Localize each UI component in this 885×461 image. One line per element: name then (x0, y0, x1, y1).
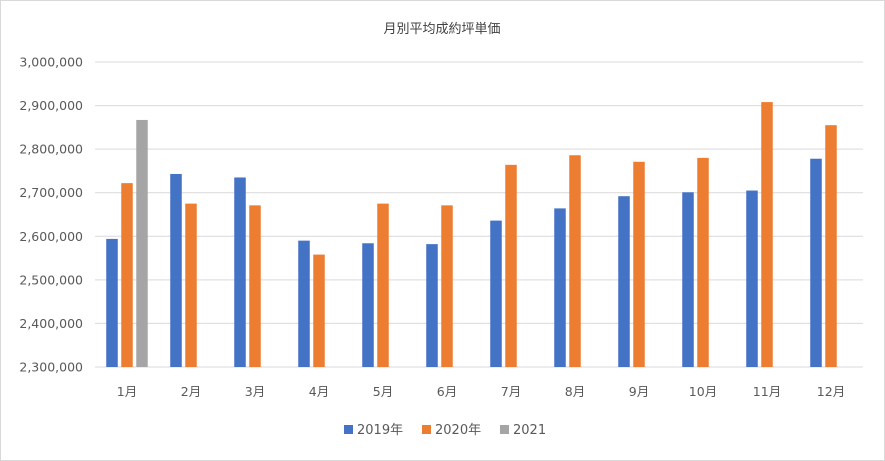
x-tick-label: 1月 (117, 384, 137, 399)
bar-2019年-5月 (362, 243, 374, 367)
y-tick-label: 2,300,000 (19, 360, 83, 375)
legend-label: 2021 (513, 423, 546, 438)
bar-2020年-8月 (569, 155, 581, 367)
bar-2020年-12月 (825, 125, 837, 367)
x-tick-label: 3月 (245, 384, 265, 399)
y-tick-label: 2,700,000 (19, 185, 83, 200)
y-tick-label: 2,800,000 (19, 142, 83, 157)
legend-swatch (422, 425, 431, 434)
bar-2019年-11月 (746, 190, 758, 367)
bar-2019年-3月 (234, 177, 246, 367)
bar-2019年-8月 (554, 208, 566, 367)
legend-swatch (344, 425, 353, 434)
x-tick-label: 12月 (817, 384, 845, 399)
bar-2020年-4月 (313, 254, 325, 367)
x-axis: 1月 2月 3月 4月 5月 6月 7月 8月 9月 10月 11月 12月 (117, 384, 845, 399)
x-tick-label: 8月 (565, 384, 585, 399)
x-tick-label: 9月 (629, 384, 649, 399)
bars (106, 102, 837, 367)
bar-2019年-12月 (810, 158, 822, 367)
bar-2020年-1月 (121, 183, 133, 367)
bar-2020年-5月 (377, 203, 389, 367)
legend-label: 2020年 (435, 423, 481, 438)
bar-2020年-6月 (441, 205, 453, 367)
bar-2020年-10月 (697, 157, 709, 367)
bar-2019年-6月 (426, 244, 438, 367)
legend-label: 2019年 (357, 423, 403, 438)
bar-2020年-3月 (249, 205, 261, 367)
y-axis: 2,300,000 2,400,000 2,500,000 2,600,000 2,70… (19, 55, 83, 375)
x-tick-label: 2月 (181, 384, 201, 399)
y-tick-label: 2,900,000 (19, 98, 83, 113)
bar-2021-1月 (136, 119, 148, 367)
chart-title: 月別平均成約坪単価 (383, 21, 500, 37)
y-tick-label: 2,600,000 (19, 229, 83, 244)
bar-2019年-7月 (490, 220, 502, 367)
gridlines (95, 61, 863, 368)
bar-2019年-9月 (618, 196, 630, 367)
bar-2020年-7月 (505, 164, 517, 367)
x-tick-label: 10月 (689, 384, 717, 399)
y-tick-label: 2,500,000 (19, 272, 83, 287)
bar-2020年-2月 (185, 203, 197, 367)
x-tick-label: 7月 (501, 384, 521, 399)
bar-2019年-2月 (170, 173, 182, 367)
y-tick-label: 3,000,000 (19, 55, 83, 70)
bar-2019年-1月 (106, 238, 118, 367)
x-tick-label: 6月 (437, 384, 457, 399)
x-tick-label: 5月 (373, 384, 393, 399)
bar-2019年-10月 (682, 192, 694, 367)
bar-2019年-4月 (298, 240, 310, 367)
bar-2020年-11月 (761, 102, 773, 367)
x-tick-label: 4月 (309, 384, 329, 399)
bar-2020年-9月 (633, 161, 645, 367)
legend-swatch (500, 425, 509, 434)
legend: 2019年 2020年 2021 (344, 423, 546, 438)
x-tick-label: 11月 (753, 384, 781, 399)
y-tick-label: 2,400,000 (19, 316, 83, 331)
